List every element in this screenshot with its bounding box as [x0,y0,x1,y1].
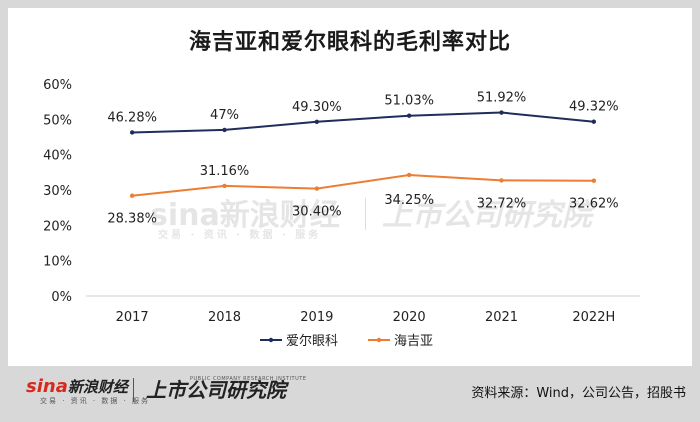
legend-label: 爱尔眼科 [286,334,338,349]
y-tick-label: 30% [43,184,72,199]
chart-title: 海吉亚和爱尔眼科的毛利率对比 [188,30,511,55]
data-point [406,172,412,178]
x-tick-label: 2021 [485,310,518,325]
data-point [314,119,320,125]
legend-label: 海吉亚 [394,334,433,349]
footer-institute-en: PUBLIC COMPANY RESEARCH INSTITUTE [190,376,307,382]
line-chart: 0% 10% 20% 30% 40% 50% 60% 2017 2018 2019 2020 2021… [43,78,640,349]
series-line [132,111,594,134]
x-tick-label: 2017 [116,310,149,325]
data-point [129,130,135,135]
legend-marker [268,337,274,343]
data-label: 46.28% [107,110,157,125]
y-tick-label: 10% [43,255,72,270]
data-point [591,119,597,124]
x-tick-label: 2018 [208,310,241,325]
data-point [499,178,504,183]
footer-logo-text: 新浪财经 [67,378,128,396]
data-label: 31.16% [200,164,250,179]
y-tick-label: 50% [43,113,72,128]
data-label: 51.92% [477,91,527,106]
data-point [499,110,504,115]
data-point [591,178,597,183]
data-label: 28.38% [107,212,157,227]
data-label: 49.32% [569,100,619,115]
data-point [314,186,320,191]
data-label: 34.25% [384,193,434,208]
data-label: 32.72% [477,196,527,211]
x-tick-label: 2020 [393,310,426,325]
data-label: 49.30% [292,100,342,115]
data-point [222,127,227,133]
data-point [129,193,135,198]
footer-logo: sina新浪财经 [26,376,128,397]
footer-logo-sub: 交易 · 资讯 · 数据 · 服务 [40,397,151,405]
series-line [132,173,594,197]
x-tick-label: 2022H [572,310,615,325]
y-tick-label: 60% [43,78,72,93]
footer: sina新浪财经 交易 · 资讯 · 数据 · 服务 上市公司研究院 PUBLI… [0,366,700,422]
data-source: 资料来源：Wind，公司公告，招股书 [471,386,686,401]
footer-institute: 上市公司研究院 [146,378,286,402]
sina-logo-mark: sina [26,376,68,397]
data-label: 51.03% [384,94,434,109]
y-tick-label: 40% [43,149,72,164]
chart-card [8,8,692,366]
data-label: 32.62% [569,197,619,212]
data-point [406,113,412,118]
x-tick-label: 2019 [300,310,333,325]
data-label: 30.40% [292,205,342,220]
footer-divider [133,378,134,402]
data-label: 47% [210,108,239,123]
y-tick-label: 20% [43,219,72,234]
y-tick-label: 0% [51,290,72,305]
legend-marker [376,337,382,343]
data-point [222,183,227,189]
